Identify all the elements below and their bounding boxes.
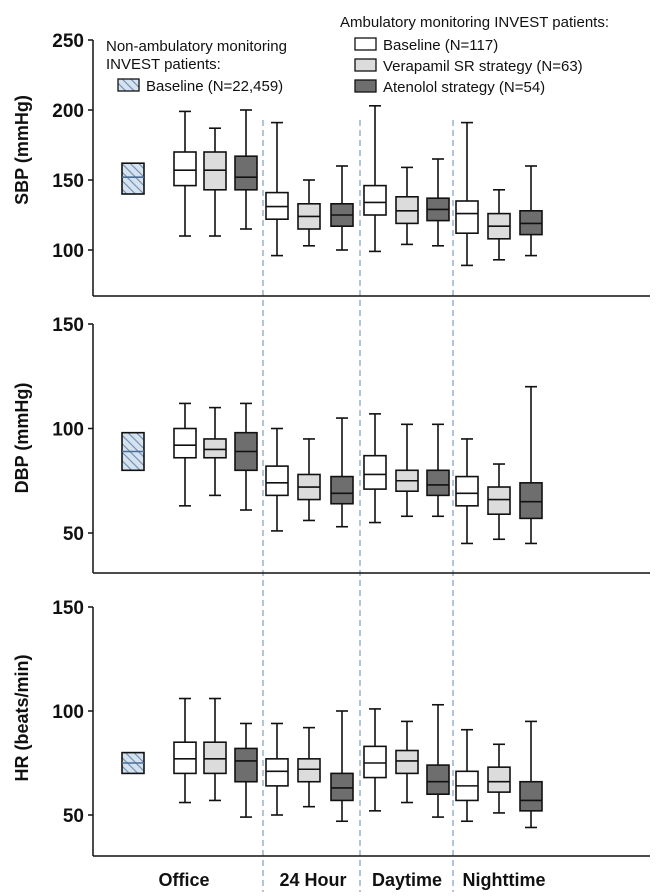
category-label-nighttime: Nighttime	[463, 870, 546, 890]
dbp-tick-label-150: 150	[52, 315, 84, 336]
sbp-tick-label-150: 150	[52, 171, 84, 192]
hr-24-hour-atenolol-box	[330, 772, 354, 802]
dbp-nighttime-atenolol-box	[519, 482, 543, 520]
sbp-office-atenolol-box	[234, 155, 258, 191]
chart-panels: 100 150 200 250 50 100 150 50 100 150	[52, 31, 650, 892]
dbp-nighttime-verapamil-box	[487, 486, 511, 515]
dbp-tick-label-50: 50	[63, 524, 84, 545]
legend-item-baseline: Baseline (N=117)	[383, 37, 498, 54]
category-label-daytime: Daytime	[372, 870, 442, 890]
hr-tick-label-50: 50	[63, 806, 84, 827]
legend-item-verapamil: Verapamil SR strategy (N=63)	[383, 58, 583, 75]
legend-non-ambulatory: Non-ambulatory monitoring INVEST patient…	[106, 38, 287, 95]
hr-tick-label-100: 100	[52, 702, 84, 723]
hr-daytime-verapamil-box	[395, 749, 419, 775]
category-label-office: Office	[158, 870, 209, 890]
legend-ambulatory-title: Ambulatory monitoring INVEST patients:	[340, 14, 609, 31]
hr-office-atenolol-box	[234, 747, 258, 783]
legend-non-ambulatory-baseline: Baseline (N=22,459)	[146, 78, 283, 95]
sbp-office-baseline-box	[173, 151, 197, 187]
hr-office-baseline-box	[173, 741, 197, 775]
dbp-office-verapamil-box	[203, 438, 227, 459]
sbp-daytime-baseline-box	[363, 184, 387, 216]
legend-swatch-atenolol	[354, 79, 377, 93]
dbp-daytime-baseline-box	[363, 454, 387, 490]
dbp-axis-title: DBP (mmHg)	[12, 383, 32, 494]
sbp-tick-label-250: 250	[52, 31, 84, 52]
sbp-nighttime-baseline-box	[455, 200, 479, 235]
hr-24-hour-verapamil-box	[297, 758, 321, 783]
legend-item-atenolol: Atenolol strategy (N=54)	[383, 79, 545, 96]
dbp-nighttime-baseline-box	[455, 475, 479, 507]
legend-hatched-swatch	[117, 78, 140, 92]
hr-axis-title: HR (beats/min)	[12, 654, 32, 781]
hr-daytime-baseline-box	[363, 745, 387, 779]
hr-24-hour-baseline-box	[265, 758, 289, 787]
legend-non-ambulatory-line2: INVEST patients:	[106, 56, 221, 73]
legend-ambulatory: Ambulatory monitoring INVEST patients: B…	[340, 14, 609, 96]
legend-non-ambulatory-line1: Non-ambulatory monitoring	[106, 38, 287, 55]
dbp-office-baseline-box	[173, 427, 197, 459]
category-label-24-hour: 24 Hour	[279, 870, 346, 890]
legend-swatch-baseline	[354, 37, 377, 51]
sbp-axis-title: SBP (mmHg)	[12, 95, 32, 205]
dbp-24-hour-atenolol-box	[330, 475, 354, 505]
hr-nighttime-verapamil-box	[487, 766, 511, 793]
dbp-24-hour-baseline-box	[265, 465, 289, 497]
dbp-tick-label-100: 100	[52, 420, 84, 441]
hr-tick-label-150: 150	[52, 598, 84, 619]
sbp-tick-label-200: 200	[52, 101, 84, 122]
hr-daytime-atenolol-box	[426, 764, 450, 796]
sbp-tick-label-100: 100	[52, 241, 84, 262]
dbp-daytime-atenolol-box	[426, 469, 450, 497]
sbp-office-invest-box	[121, 162, 145, 195]
hr-office-verapamil-box	[203, 741, 227, 775]
hr-nighttime-atenolol-box	[519, 780, 543, 812]
legend-swatch-verapamil	[354, 58, 377, 72]
